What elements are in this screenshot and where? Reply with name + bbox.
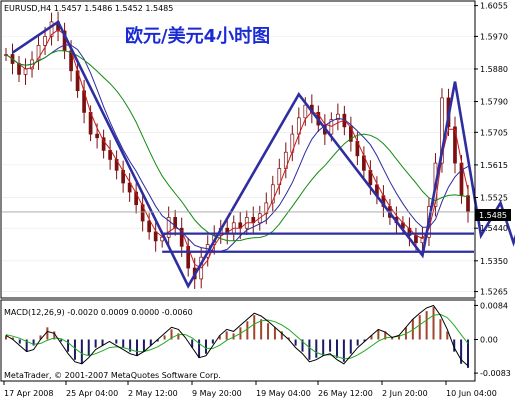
- candle-body: [466, 195, 470, 213]
- x-tick-label: 25 Apr 04:00: [66, 389, 118, 398]
- x-tick-label: 10 Jun 04:00: [446, 389, 497, 398]
- y-tick-label: 1.5350: [480, 257, 508, 266]
- candle-body: [420, 236, 425, 244]
- x-tick-label: 26 May 12:00: [318, 389, 373, 398]
- candle-body: [153, 231, 158, 242]
- y-tick-label: 1.6055: [480, 2, 508, 11]
- macd-y-axis: 0.0084 0.00 -0.0083: [474, 301, 511, 378]
- chart-title: 欧元/美元4小时图: [125, 25, 270, 47]
- macd-y-tick-label: -0.0083: [480, 369, 511, 378]
- candle-body: [134, 191, 138, 206]
- candle-body: [43, 36, 47, 46]
- candle-body: [270, 184, 275, 204]
- macd-y-tick-label: 0.00: [480, 335, 498, 344]
- candle-body: [36, 45, 41, 61]
- ma-mid-line: [5, 44, 469, 252]
- macd-y-tick-label: 0.0084: [480, 301, 508, 310]
- ma-fast-line: [5, 29, 469, 269]
- candle-body: [127, 182, 132, 193]
- x-tick-label: 2 May 12:00: [128, 389, 178, 398]
- y-tick-label: 1.5790: [480, 98, 508, 107]
- main-panel-frame: [0, 0, 476, 299]
- macd-marks: [5, 304, 469, 368]
- price-label-bg: [475, 209, 511, 221]
- price-label-box: 1.5485: [475, 209, 511, 221]
- y-tick-label: 1.5705: [480, 128, 508, 137]
- x-tick-label: 2 Jun 20:00: [382, 389, 428, 398]
- footer-copyright: MetaTrader, © 2001-2007 MetaQuotes Softw…: [4, 371, 221, 380]
- candle-body: [108, 150, 112, 160]
- symbol-header: EURUSD,H4 1.5457 1.5486 1.5452 1.5485: [4, 4, 173, 13]
- candle-body: [147, 220, 152, 233]
- candle-body: [303, 104, 308, 119]
- current-price-label: 1.5485: [479, 211, 507, 220]
- candle-body: [264, 202, 269, 215]
- candle-body: [49, 21, 54, 37]
- candle-body: [101, 137, 106, 151]
- x-tick-label: 17 Apr 2008: [4, 389, 53, 398]
- y-tick-label: 1.5525: [480, 193, 508, 202]
- candle-body: [336, 113, 340, 120]
- main-annotation-lines: [2, 19, 515, 289]
- candle-body: [166, 217, 171, 238]
- macd-main-line: [5, 304, 469, 367]
- y-tick-label: 1.5615: [480, 161, 508, 170]
- macd-label: MACD(12,26,9) -0.0020 0.0009 0.0000 -0.0…: [4, 308, 193, 317]
- macd-panel-frame: [0, 299, 476, 382]
- y-tick-label: 1.5880: [480, 65, 508, 74]
- zigzag-trend-line: [11, 19, 515, 289]
- x-axis: 17 Apr 2008 25 Apr 04:00 2 May 12:00 9 May …: [3, 381, 497, 398]
- y-axis: 1.6055 1.5970 1.5880 1.5790 1.5705 1.5615 1.55…: [474, 2, 508, 297]
- candle-body: [95, 133, 99, 139]
- candle-body: [140, 204, 145, 222]
- candle-body: [414, 235, 418, 244]
- x-tick-label: 19 May 04:00: [256, 389, 311, 398]
- candle-body: [173, 217, 178, 229]
- candle-body: [453, 126, 457, 164]
- candle-body: [23, 68, 28, 75]
- ma-slow-line: [5, 50, 469, 242]
- y-tick-label: 1.5440: [480, 224, 508, 233]
- y-tick-label: 1.5970: [480, 32, 508, 41]
- y-tick-label: 1.5265: [480, 288, 508, 297]
- candle-body: [440, 97, 444, 164]
- candle-body: [329, 119, 334, 135]
- x-tick-label: 9 May 20:00: [192, 389, 242, 398]
- candle-body: [179, 227, 184, 247]
